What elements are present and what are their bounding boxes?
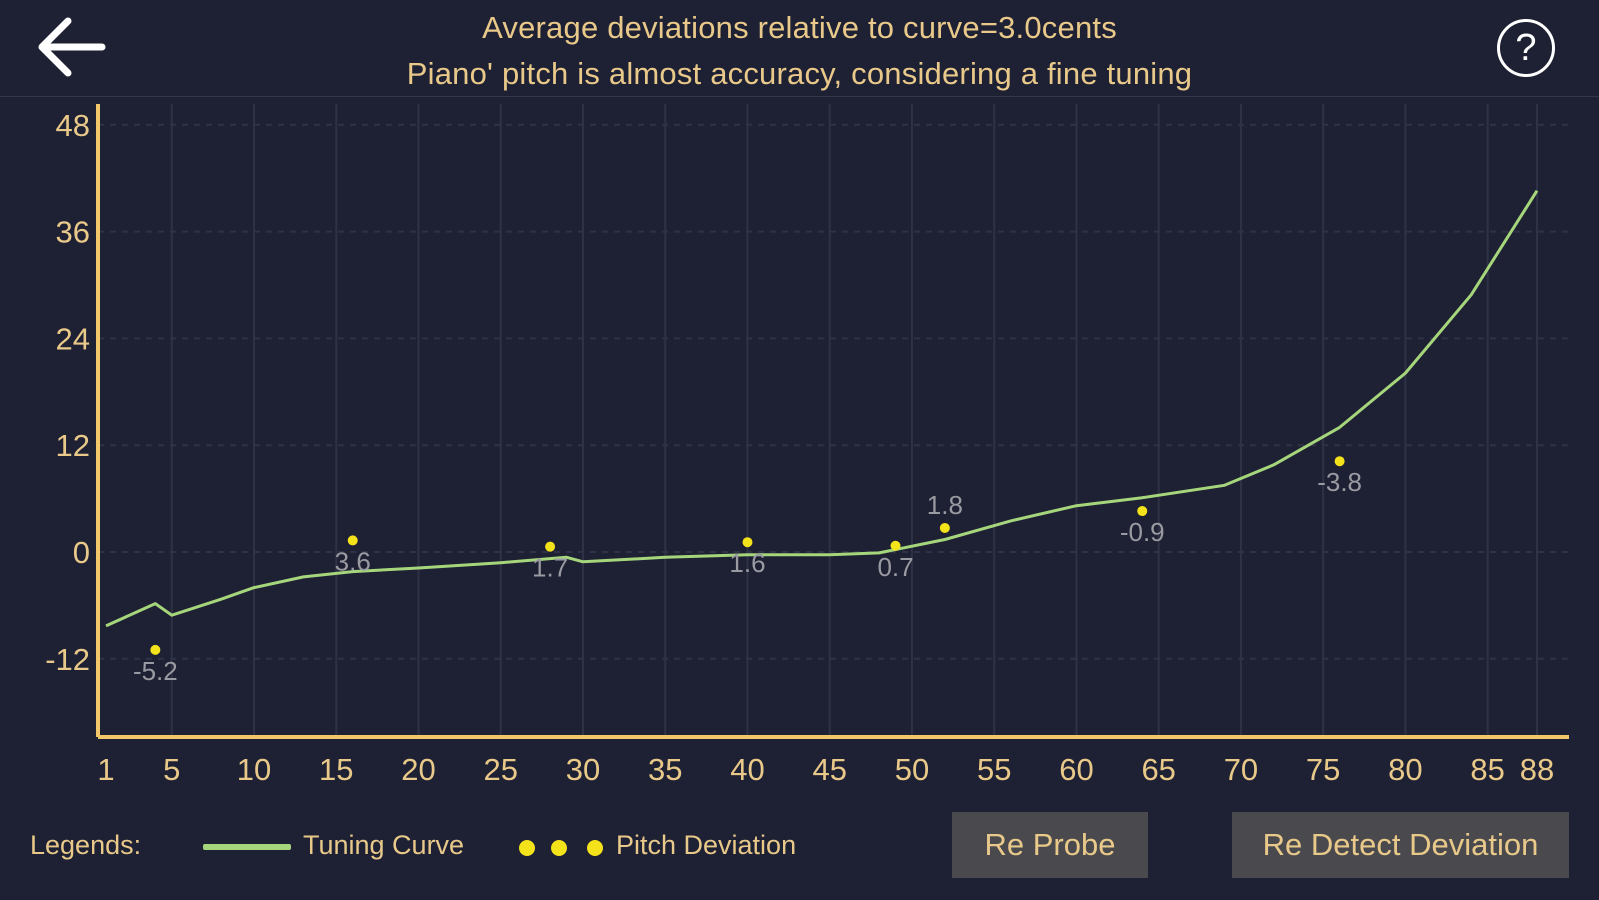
legend-dot-1 bbox=[519, 840, 535, 856]
x-tick-label: 50 bbox=[895, 752, 929, 787]
x-tick-label: 30 bbox=[566, 752, 600, 787]
chart-grid bbox=[98, 104, 1569, 737]
y-tick-label: -12 bbox=[45, 642, 90, 677]
x-tick-label: 55 bbox=[977, 752, 1011, 787]
x-tick-label: 35 bbox=[648, 752, 682, 787]
deviation-point bbox=[742, 537, 753, 548]
legend-dot-2 bbox=[551, 840, 567, 856]
deviation-point bbox=[1334, 456, 1345, 467]
deviation-label: -5.2 bbox=[133, 656, 178, 686]
deviation-label: 1.8 bbox=[927, 490, 963, 520]
x-tick-label: 10 bbox=[237, 752, 271, 787]
deviation-label: 3.6 bbox=[335, 546, 371, 576]
x-tick-label: 65 bbox=[1141, 752, 1175, 787]
deviation-label: -0.9 bbox=[1120, 517, 1165, 547]
x-tick-label: 88 bbox=[1520, 752, 1554, 787]
header-bar: Average deviations relative to curve=3.0… bbox=[0, 0, 1599, 97]
y-tick-label: 24 bbox=[56, 321, 90, 356]
re-detect-deviation-button[interactable]: Re Detect Deviation bbox=[1232, 812, 1569, 878]
x-tick-label: 20 bbox=[401, 752, 435, 787]
legend-curve-label: Tuning Curve bbox=[303, 830, 465, 860]
deviation-label: 1.7 bbox=[532, 553, 568, 583]
x-tick-label: 75 bbox=[1306, 752, 1340, 787]
deviation-point bbox=[150, 644, 161, 655]
x-tick-label: 1 bbox=[97, 752, 114, 787]
x-tick-label: 25 bbox=[484, 752, 518, 787]
deviation-label: 0.7 bbox=[877, 552, 913, 582]
back-arrow-icon[interactable] bbox=[34, 12, 110, 82]
chart-axes bbox=[96, 104, 1569, 739]
y-tick-label: 0 bbox=[73, 535, 90, 570]
legend-dot-3 bbox=[587, 840, 603, 856]
legend-label: Legends: bbox=[30, 830, 142, 860]
x-tick-label: 85 bbox=[1470, 752, 1504, 787]
deviation-point bbox=[1137, 506, 1148, 517]
chart-series: -5.2 3.6 1.7 1.6 0.7 1.8 -0.9 -3.8 bbox=[105, 189, 1539, 686]
tuning-curve-line bbox=[105, 189, 1539, 628]
x-tick-label: 70 bbox=[1224, 752, 1258, 787]
y-tick-label: 36 bbox=[56, 215, 90, 250]
legend-deviation-label: Pitch Deviation bbox=[616, 830, 797, 860]
deviation-point bbox=[545, 541, 556, 552]
re-probe-button[interactable]: Re Probe bbox=[952, 812, 1148, 878]
help-icon[interactable]: ? bbox=[1497, 19, 1555, 77]
deviation-point bbox=[347, 535, 358, 546]
summary-title: Average deviations relative to curve=3.0… bbox=[482, 10, 1117, 45]
legend-curve-swatch bbox=[203, 844, 291, 850]
x-tick-label: 80 bbox=[1388, 752, 1422, 787]
deviation-label: -3.8 bbox=[1317, 467, 1362, 497]
deviation-label: 1.6 bbox=[729, 548, 765, 578]
x-tick-label: 45 bbox=[812, 752, 846, 787]
deviation-point bbox=[939, 522, 950, 533]
deviation-point bbox=[890, 540, 901, 551]
x-tick-label: 5 bbox=[163, 752, 180, 787]
y-tick-label: 48 bbox=[56, 108, 90, 143]
x-tick-label: 60 bbox=[1059, 752, 1093, 787]
y-tick-label: 12 bbox=[56, 428, 90, 463]
x-tick-label: 15 bbox=[319, 752, 353, 787]
x-tick-label: 40 bbox=[730, 752, 764, 787]
summary-subtitle: Piano' pitch is almost accuracy, conside… bbox=[406, 56, 1193, 91]
